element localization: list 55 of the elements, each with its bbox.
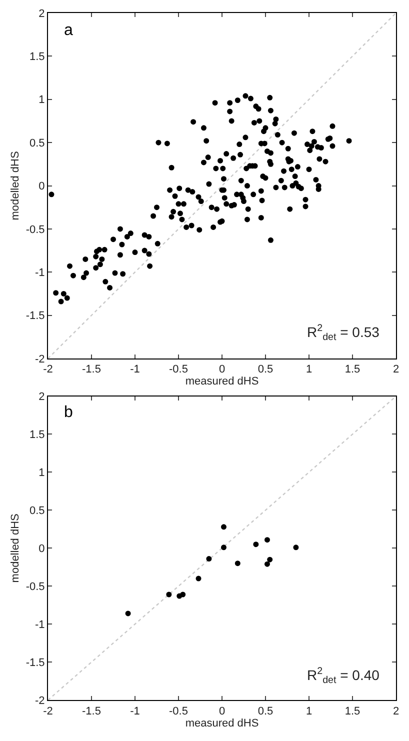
annotation: a (64, 22, 73, 39)
y-tick-label: 1 (38, 94, 45, 106)
y-axis-title: modelled dHS (9, 151, 22, 220)
y-tick-label: 0 (38, 180, 45, 193)
x-tick-label: -1 (130, 364, 140, 376)
point (220, 544, 226, 550)
y-tick-label: -2 (35, 353, 45, 366)
x-tick-label: -0.5 (169, 364, 188, 376)
x-tick-label: 1 (306, 364, 312, 376)
y-tick-label: 1.5 (30, 51, 45, 64)
y-tick-label: 0.5 (30, 137, 45, 150)
y-tick-label: 1.5 (30, 429, 45, 442)
x-tick-label: 0 (218, 705, 226, 718)
point (253, 542, 259, 548)
x-tick-label: 1.5 (344, 705, 360, 718)
x-tick-label: -1.5 (82, 705, 101, 718)
point (125, 610, 131, 616)
x-tick-label: 1 (306, 705, 312, 718)
y-tick-label: 2 (38, 391, 45, 404)
point (196, 576, 202, 582)
y-tick-label: -2 (35, 694, 45, 707)
annotation: R$^{2}$$_{det}$ = 0.53 (307, 323, 380, 343)
y-axis-title: modelled dHS (9, 514, 22, 583)
point (234, 560, 240, 566)
annotation: R$^{2}$$_{det}$ = 0.40 (307, 666, 380, 686)
x-axis-title: measured dHS (185, 717, 259, 730)
point (264, 537, 270, 543)
y-tick-label: 0.5 (30, 505, 45, 518)
point (264, 561, 270, 567)
point (267, 556, 273, 562)
y-tick-label: 0 (38, 543, 45, 556)
x-axis-title: measured dHS (185, 376, 259, 388)
y-tick-label: 1 (38, 467, 45, 480)
y-tick-label: -1.5 (26, 656, 45, 669)
x-tick-label: -1 (130, 705, 140, 718)
x-tick-label: 0.5 (258, 364, 274, 376)
x-tick-label: 2 (392, 705, 400, 718)
x-tick-label: -0.5 (169, 705, 188, 718)
point (206, 556, 212, 562)
point (293, 544, 299, 550)
y-tick-label: -1 (35, 266, 45, 279)
y-tick-label: -0.5 (26, 224, 45, 236)
y-tick-label: -1.5 (26, 310, 45, 322)
y-tick-label: -0.5 (26, 580, 45, 593)
annotation: b (64, 404, 73, 421)
y-tick-label: 2 (38, 8, 45, 20)
x-tick-label: -1.5 (82, 364, 101, 376)
x-tick-label: 2 (392, 364, 400, 376)
x-tick-label: 0.5 (258, 705, 274, 718)
y-tick-label: -1 (35, 618, 45, 631)
x-tick-label: 0 (218, 364, 226, 376)
point (180, 592, 186, 598)
point (166, 592, 172, 598)
point (220, 524, 226, 530)
x-tick-label: 1.5 (344, 364, 360, 376)
